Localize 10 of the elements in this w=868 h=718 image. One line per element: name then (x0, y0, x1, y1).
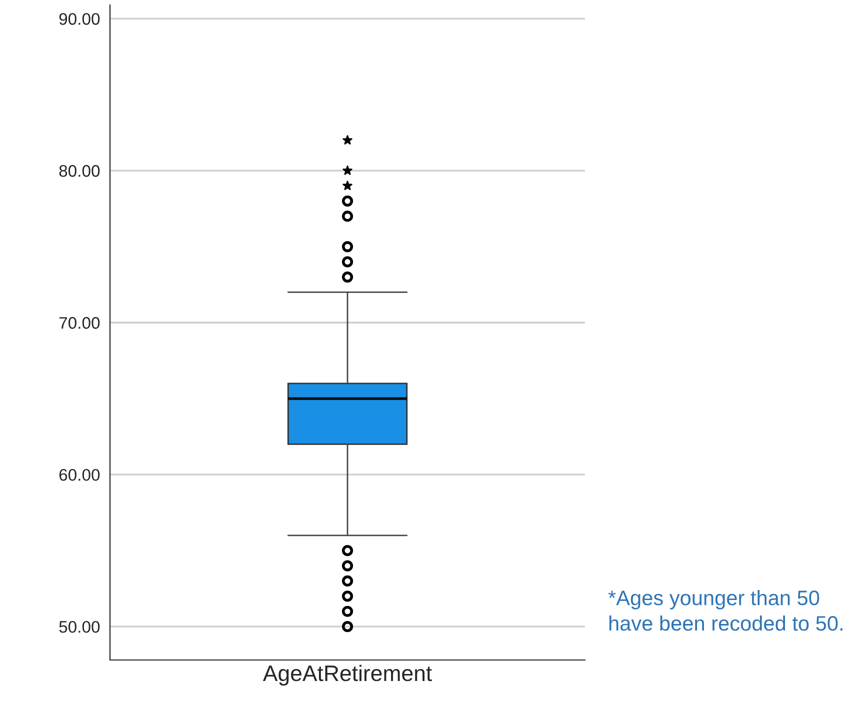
point (342, 135, 352, 145)
x-tick-label: AgeAtRetirement (262, 664, 432, 686)
y-tick-label: 80.00 (59, 165, 100, 177)
point (342, 180, 352, 190)
y-tick-label: 60.00 (59, 468, 100, 481)
y-tick-label: 50.00 (59, 620, 100, 633)
y-tick-label: 90.00 (59, 13, 100, 25)
text: *Ages younger than 50 have been recoded to 50. (608, 590, 842, 631)
point (342, 166, 352, 175)
y-tick-label: 70.00 (59, 317, 100, 329)
